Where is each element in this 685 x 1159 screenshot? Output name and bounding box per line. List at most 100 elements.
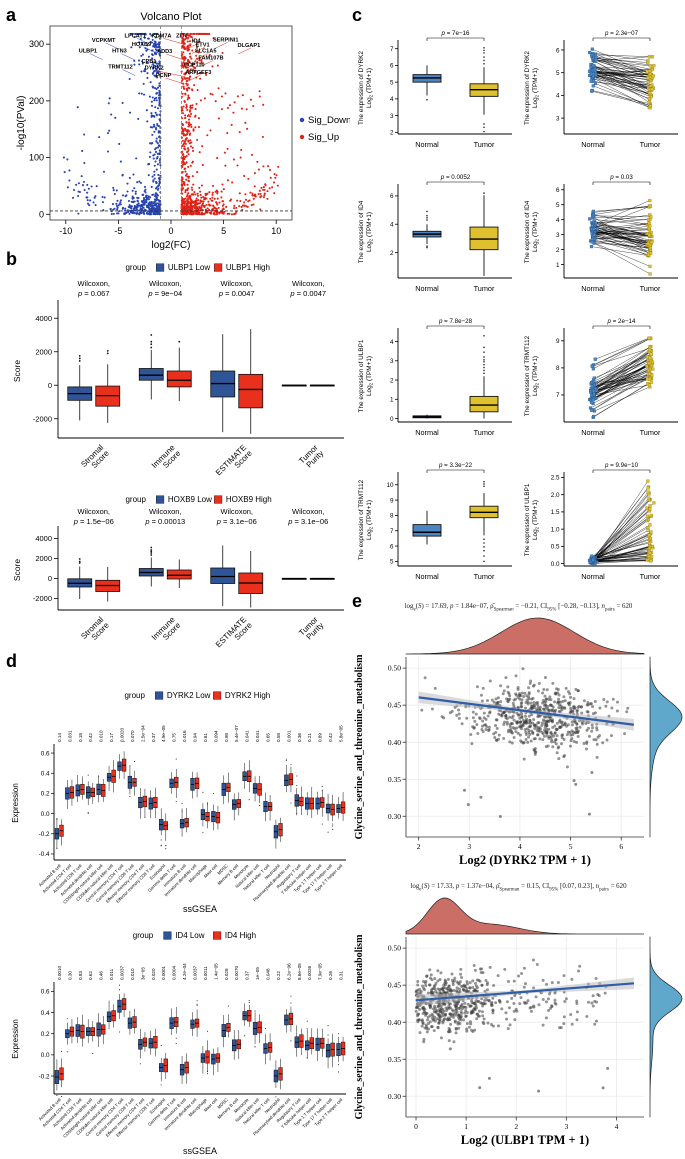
boxes	[412, 47, 499, 133]
svg-text:3: 3	[390, 358, 394, 365]
svg-text:6: 6	[556, 47, 560, 54]
ulbp1-correlation-scatter: loge(S) = 17.33, p = 1.37e−04, ρ̂Spearma…	[352, 880, 685, 1159]
y-axis-label: -log10(PVal)	[16, 96, 27, 151]
svg-text:1: 1	[464, 1122, 468, 1131]
test-label: Wilcoxon,	[292, 507, 325, 516]
normal-points	[588, 209, 600, 249]
svg-text:0.6: 0.6	[41, 750, 50, 757]
marginal-density	[649, 656, 683, 837]
p-value: 0.041	[255, 730, 260, 742]
volcano-plot: Volcano Plot VCPKMT LPCAT1 KDM7A ZFR ID4 SERPI…	[14, 8, 351, 252]
x-category: Normal	[581, 284, 605, 293]
svg-text:4: 4	[390, 96, 394, 103]
gene-label: ARFGEF3	[185, 70, 211, 76]
stats-annotation: loge(S) = 17.69, p = 1.84e−07, ρ̂Spearma…	[404, 603, 633, 613]
svg-text:2.5: 2.5	[551, 475, 560, 482]
svg-text:0.45: 0.45	[388, 981, 401, 990]
p-value: p = 2.3e−07	[604, 30, 639, 37]
axes: 7 8 9	[556, 328, 678, 423]
svg-text:7: 7	[390, 528, 394, 535]
volcano-svg: Volcano Plot VCPKMT LPCAT1 KDM7A ZFR ID4 SERPI…	[16, 11, 351, 251]
svg-text:6: 6	[390, 543, 394, 550]
normal-points	[587, 47, 598, 93]
x-category: Tumor	[640, 140, 661, 149]
svg-text:0.2: 0.2	[41, 1031, 50, 1038]
svg-text:8: 8	[390, 513, 394, 520]
y-axis-label: The expression of ULBP1Log2 (TPM+1)	[524, 483, 539, 556]
test-label: Wilcoxon,	[220, 279, 253, 288]
legend: group DYRK2 Low DYRK2 High	[124, 691, 270, 700]
p-value: 0.94	[192, 733, 197, 742]
svg-text:3: 3	[556, 115, 560, 122]
panel-label-c: c	[352, 5, 363, 25]
legend: group ULBP1 Low ULBP1 High	[125, 263, 269, 272]
p-value: 0.58	[276, 733, 281, 742]
y-axis-label: The expression of ULBP1Log2 (TPM+1)	[358, 339, 373, 412]
significance-bracket	[426, 181, 485, 185]
gene-label: CPB1	[141, 59, 156, 65]
p-value: 0.81	[203, 733, 208, 742]
svg-text:6: 6	[390, 63, 394, 70]
p-value: p = 0.0052	[440, 174, 471, 181]
svg-text:0: 0	[48, 574, 52, 583]
x-axis-label: log2(FC)	[152, 240, 191, 251]
p-value: 0.83	[78, 971, 83, 980]
p-value: 1e−05	[255, 967, 260, 980]
svg-text:4: 4	[390, 222, 394, 229]
svg-text:3: 3	[564, 1122, 568, 1131]
p-value: 0.62	[88, 971, 93, 980]
p-value: 1.4e−05	[213, 963, 218, 980]
significance-bracket	[426, 469, 485, 473]
svg-text:200: 200	[29, 96, 44, 106]
trmt112-normal-tumor-boxplot: 5 6 7 8 9 10 The expression of TRMT112Log2 (TP…	[354, 448, 518, 592]
regression-line	[418, 696, 635, 726]
gene-label: SLC1A5	[195, 49, 216, 55]
svg-text:0.4: 0.4	[41, 771, 50, 778]
significance-bracket	[426, 37, 485, 41]
p-value: 0.048	[265, 968, 270, 980]
svg-text:2000: 2000	[35, 347, 52, 356]
y-axis-label: The expression of DYRK2Log2 (TPM+1)	[358, 51, 373, 125]
svg-text:3: 3	[556, 232, 560, 239]
marginal-density	[405, 617, 645, 655]
svg-text:0.35: 0.35	[388, 775, 401, 784]
svg-text:group: group	[133, 931, 154, 940]
x-axis-title: ssGSEA	[183, 904, 217, 914]
gene-label: ID4	[192, 38, 202, 44]
gene-label: LPCAT1	[125, 33, 146, 39]
nt-plot-svg: 2 3 4 5 6 7 The expression of DYRK2Log2 (TPM+1…	[358, 30, 512, 149]
svg-text:5: 5	[569, 842, 573, 851]
scatter-svg: 0.30 0.35 0.40 0.45 0.50 0 1 2 3 4 Log2 (ULBP1 TPM…	[354, 897, 683, 1147]
chart-title: Volcano Plot	[140, 11, 201, 23]
normal-points	[587, 554, 599, 566]
svg-text:-10: -10	[59, 226, 72, 236]
svg-text:4: 4	[556, 93, 560, 100]
p-value: 0.020	[151, 968, 156, 980]
panel-label-b: b	[6, 249, 17, 269]
legend: Sig_Down Sig_Up	[299, 115, 351, 143]
x-category: Normal	[581, 572, 605, 581]
points-layer	[420, 667, 630, 818]
p-value: p = 3.3e−22	[438, 462, 473, 469]
svg-text:3: 3	[467, 842, 471, 851]
legend: group HOXB9 Low HOXB9 High	[125, 495, 271, 504]
svg-text:4000: 4000	[35, 314, 52, 323]
svg-text:2: 2	[417, 842, 421, 851]
svg-text:7: 7	[390, 46, 394, 53]
id4-normal-tumor-boxplot: 2 4 6 The expression of ID4Log2 (TPM+1) Norm…	[354, 160, 518, 304]
boxes	[412, 480, 499, 563]
svg-text:5: 5	[390, 559, 394, 566]
x-category: Tumor	[474, 140, 495, 149]
nt-plot-svg: 3 4 5 6 The expression of DYRK2Log2 (TPM+1) N…	[524, 30, 678, 149]
svg-text:0.30: 0.30	[388, 812, 401, 821]
legend-swatch	[156, 495, 165, 504]
svg-text:6: 6	[390, 193, 394, 200]
svg-text:-5: -5	[114, 226, 122, 236]
panel-label-e: e	[352, 591, 363, 611]
p-value: p = 9.9e−10	[604, 462, 639, 469]
svg-text:0.0: 0.0	[551, 561, 560, 568]
stats-annotation: loge(S) = 17.33, p = 1.37e−04, ρ̂Spearma…	[410, 883, 627, 893]
